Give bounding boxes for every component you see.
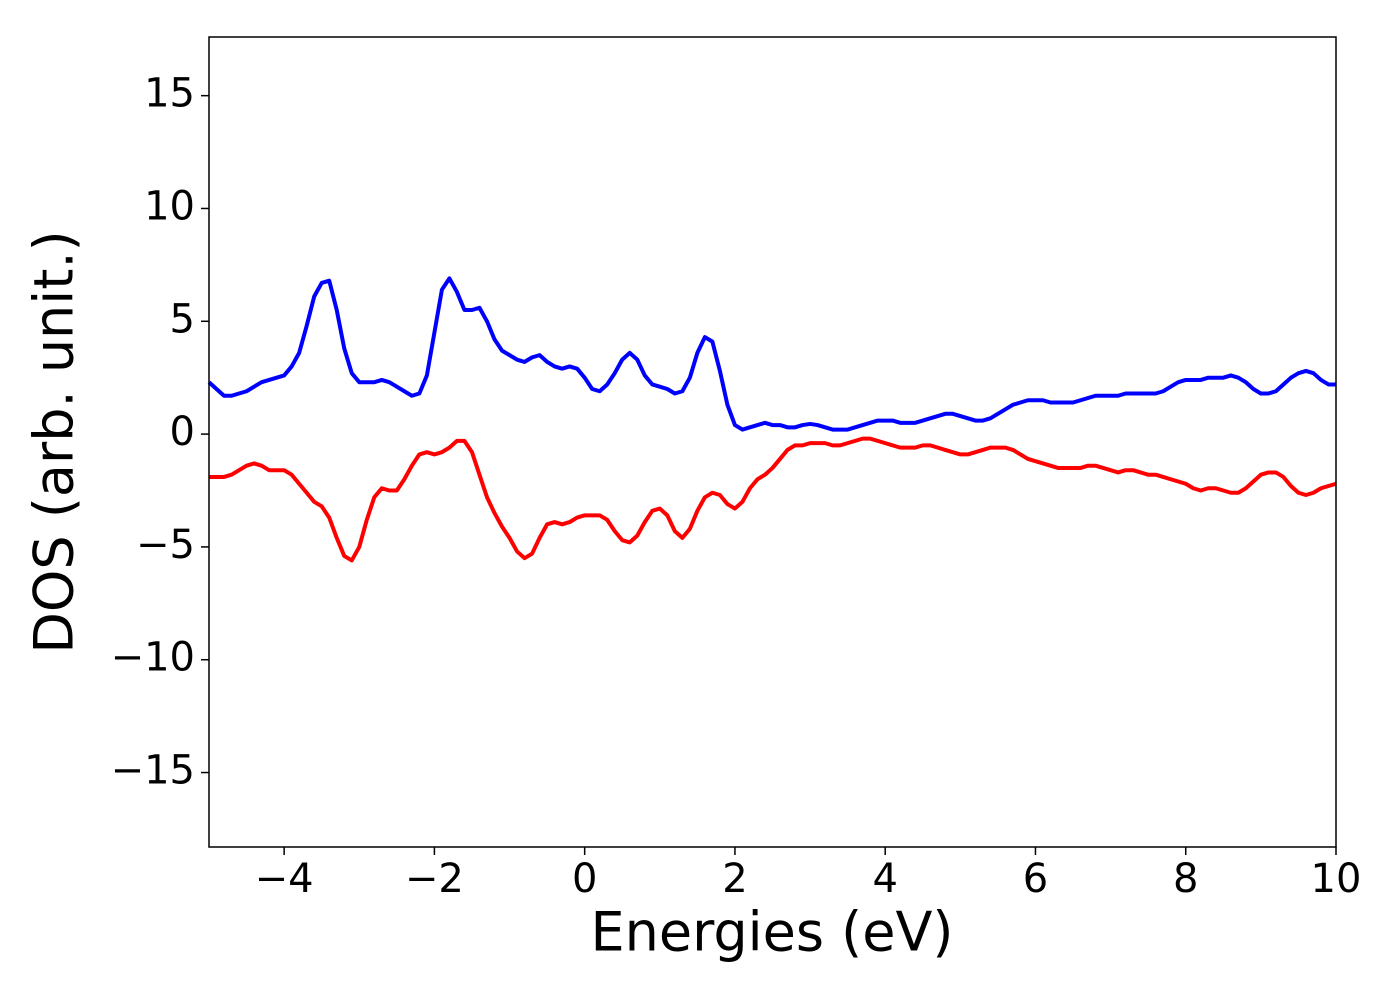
x-tick-label: −4 [255,856,314,902]
x-axis-label: Energies (eV) [591,901,954,964]
y-tick-label: 10 [144,183,195,229]
x-tick-label: 6 [1023,856,1048,902]
y-tick-label: 0 [170,409,195,455]
y-axis-label: DOS (arb. unit.) [23,230,86,653]
series-line [207,276,1336,432]
series-line [209,436,1337,563]
x-tick-label: 4 [872,856,897,902]
plot-frame [208,36,1337,848]
y-tick-label: −5 [136,522,195,568]
x-tick-label: −2 [405,856,464,902]
y-tick-label: 5 [170,296,195,342]
y-tick-label: −10 [111,635,195,681]
x-tick-label: 0 [572,856,597,902]
x-tick-label: 2 [722,856,747,902]
x-tick-label: 8 [1173,856,1198,902]
y-tick-label: 15 [144,71,195,117]
y-tick-label: −15 [111,748,195,794]
x-tick-label: 10 [1311,856,1362,902]
